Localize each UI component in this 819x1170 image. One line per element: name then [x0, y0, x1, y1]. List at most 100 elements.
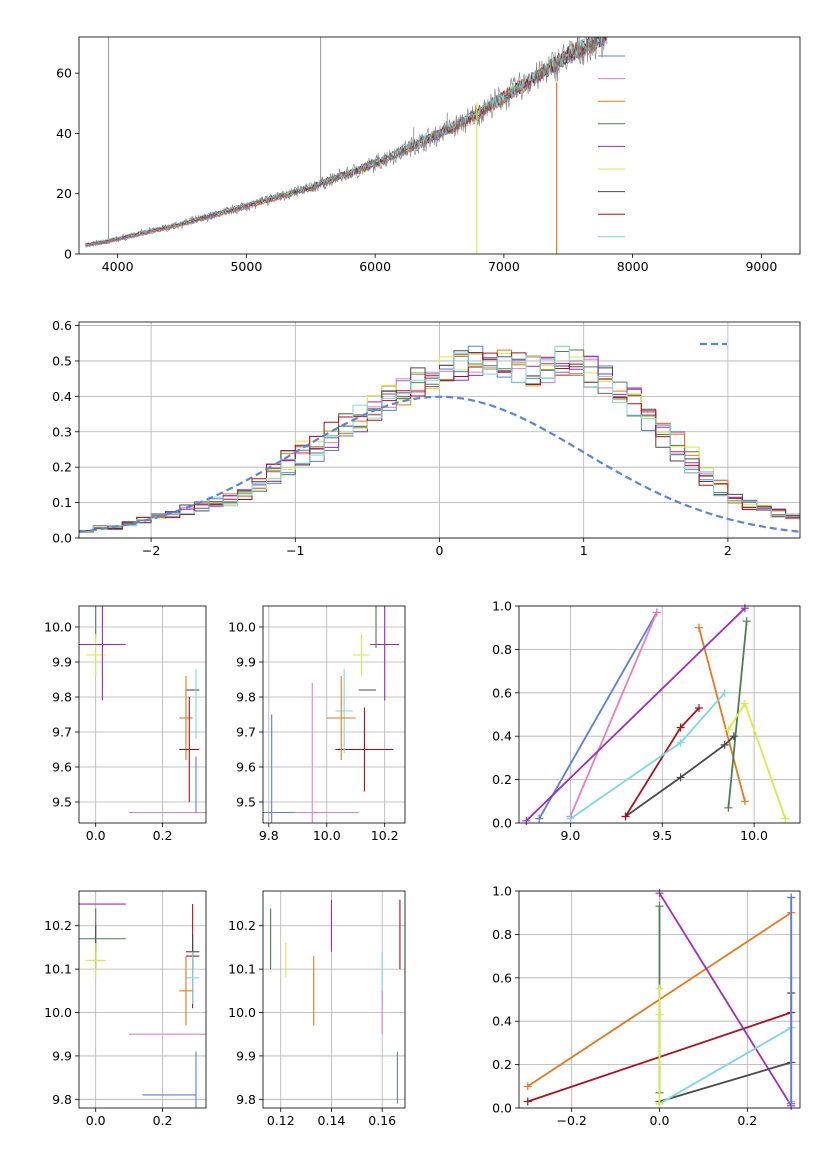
spectrum-xtick-label: 4000	[102, 259, 134, 274]
mass-weight-marker	[655, 984, 664, 993]
age-vs-mass-ytick-label: 9.5	[236, 795, 256, 810]
residuals-ytick-label: 0.1	[52, 495, 72, 510]
mass-vs-Z-plot-area	[79, 903, 206, 1108]
age-vs-Z-xtick-label: 0.2	[153, 828, 173, 843]
mass-vs-Z-ytick-label: 10.1	[44, 962, 72, 977]
mass-weight-marker	[535, 814, 544, 823]
age-vs-Z-frame	[78, 605, 207, 824]
residuals-ytick-label: 0.4	[52, 389, 72, 404]
age-vs-Z-ytick-label: 9.6	[52, 760, 72, 775]
mass-weight-marker	[729, 732, 738, 741]
residuals-xtick-label: 0	[436, 543, 444, 558]
spectrum-xtick-label: 9000	[745, 259, 777, 274]
mass-weight-line	[569, 612, 658, 817]
residuals-ytick-label: 0.5	[52, 353, 72, 368]
mass-weight-marker	[655, 1099, 664, 1108]
mass-weight-vs-age-ytick-label: 1.0	[492, 599, 512, 614]
mass-weight-vs-age-ytick-label: 0.2	[492, 772, 512, 787]
mass-weight-marker	[694, 703, 703, 712]
spectrum-ytick-label: 40	[56, 126, 72, 141]
mass-weight-marker	[676, 773, 685, 782]
age-vs-mass-xtick-label: 10.2	[371, 828, 399, 843]
mass-vs-EBV-axes: 0.12 0.14 0.16 9.8 9.9 10.0 10.1 10.2	[228, 890, 406, 1128]
mass-vs-EBV-frame	[262, 890, 406, 1109]
mass-weight-vs-Z-xtick-label: 0.2	[737, 1113, 757, 1128]
age-vs-Z-ytick-label: 9.5	[52, 795, 72, 810]
mass-weight-line	[658, 892, 792, 1107]
mass-weight-vs-Z-ytick-label: 1.0	[492, 884, 512, 899]
age-vs-Z-ytick-label: 10.0	[44, 620, 72, 635]
spectrum-model-line	[85, 37, 608, 248]
mass-weight-marker	[740, 699, 749, 708]
age-vs-Z-ytick-label: 9.8	[52, 690, 72, 705]
mass-weight-marker	[621, 812, 630, 821]
spectrum-xtick-label: 6000	[359, 259, 391, 274]
mass-weight-vs-Z-frame	[518, 890, 801, 1109]
mass-weight-marker	[652, 608, 661, 617]
age-vs-mass-ytick-label: 10.0	[228, 620, 256, 635]
spectrum-frame	[78, 36, 801, 255]
mass-weight-line	[538, 612, 658, 820]
mass-weight-marker	[566, 814, 575, 823]
mass-weight-vs-age-xtick-label: 10.0	[740, 828, 768, 843]
residuals-xtick-label: −2	[142, 543, 160, 558]
mass-weight-vs-Z-ytick-label: 0.2	[492, 1057, 512, 1072]
mass-vs-EBV-ytick-label: 10.1	[228, 962, 256, 977]
spectrum-model-line	[85, 37, 608, 245]
spectrum-model-line	[85, 37, 607, 246]
mass-weight-vs-age-ytick-label: 0.0	[492, 816, 512, 831]
spectrum-xtick-label: 5000	[230, 259, 262, 274]
mass-weight-vs-Z-ytick-label: 0.4	[492, 1014, 512, 1029]
mass-weight-marker	[740, 797, 749, 806]
residuals-ytick-label: 0.6	[52, 318, 72, 333]
spectrum-xtick-label: 7000	[488, 259, 520, 274]
mass-weight-vs-Z-ytick-label: 0.8	[492, 927, 512, 942]
mass-weight-vs-Z-xtick-label: −0.2	[557, 1113, 587, 1128]
residuals-frame	[78, 321, 801, 539]
mass-weight-marker	[720, 688, 729, 697]
mass-weight-marker	[694, 623, 703, 632]
mass-weight-vs-age-xtick-label: 9.5	[652, 828, 672, 843]
mass-vs-EBV-ytick-label: 10.0	[228, 1005, 256, 1020]
mass-weight-marker	[522, 816, 531, 825]
mass-weight-line	[659, 977, 793, 1105]
mass-vs-Z-ytick-label: 10.0	[44, 1005, 72, 1020]
spectrum-ytick-label: 60	[56, 66, 72, 81]
age-vs-mass-ytick-label: 9.6	[236, 760, 256, 775]
mass-weight-marker	[523, 1097, 532, 1106]
mass-weight-vs-age-frame	[518, 605, 801, 824]
residuals-xtick-label: 1	[580, 543, 588, 558]
mass-weight-vs-Z-ytick-label: 0.0	[492, 1101, 512, 1116]
spectrum-xtick-label: 8000	[617, 259, 649, 274]
mass-weight-vs-Z-axes: −0.2 0.0 0.2 0.0 0.2 0.4 0.6 0.8 1.0	[492, 884, 801, 1128]
age-vs-Z-ytick-label: 9.9	[52, 655, 72, 670]
mass-weight-vs-age-ytick-label: 0.8	[492, 642, 512, 657]
mass-weight-marker	[655, 902, 664, 911]
age-vs-mass-plot-area	[263, 606, 400, 823]
mass-weight-vs-Z-ytick-label: 0.6	[492, 970, 512, 985]
mass-weight-vs-age-axes: 9.0 9.5 10.0 0.0 0.2 0.4 0.6 0.8 1.0	[492, 599, 801, 843]
spectrum-model-line	[85, 37, 606, 245]
mass-vs-Z-frame	[78, 890, 207, 1109]
spectrum-model-line	[85, 37, 608, 245]
age-vs-mass-axes: 9.8 10.0 10.2 9.5 9.6 9.7 9.8 9.9 10.0	[228, 605, 406, 843]
mass-vs-Z-xtick-label: 0.0	[86, 1113, 106, 1128]
spectrum-model-line	[85, 37, 607, 247]
mass-weight-line	[698, 627, 746, 802]
mass-vs-Z-ytick-label: 10.2	[44, 918, 72, 933]
mass-vs-Z-ytick-label: 9.9	[52, 1048, 72, 1063]
residuals-xtick-label: 2	[724, 543, 732, 558]
mass-weight-vs-age-ytick-label: 0.6	[492, 685, 512, 700]
mass-vs-EBV-xtick-label: 0.16	[368, 1113, 396, 1128]
mass-weight-marker	[655, 889, 664, 898]
residuals-ytick-label: 0.3	[52, 424, 72, 439]
age-vs-Z-plot-area	[79, 606, 206, 814]
histogram-series	[79, 345, 800, 538]
age-vs-Z-ytick-label: 9.7	[52, 725, 72, 740]
spectrum-ytick-label: 0	[64, 247, 72, 262]
mass-weight-marker	[523, 1082, 532, 1091]
spectrum-plot-area	[85, 37, 608, 254]
age-vs-mass-frame	[262, 605, 406, 824]
gaussian-curve	[79, 395, 800, 533]
